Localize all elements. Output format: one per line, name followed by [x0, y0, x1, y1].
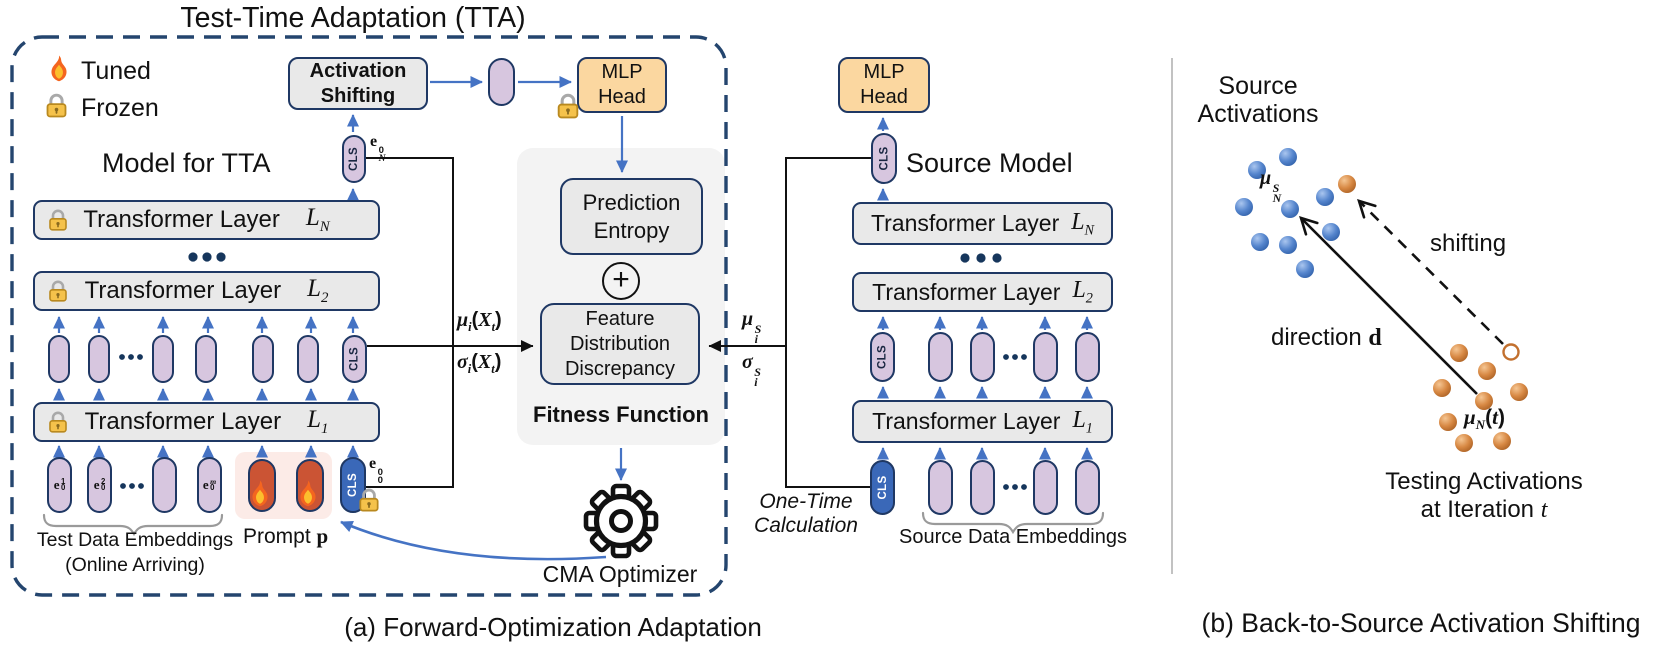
legend-tuned-label: Tuned: [81, 57, 151, 85]
feature-distribution-discrepancy-box: Feature Distribution Discrepancy: [540, 303, 700, 385]
source-model-label: Source Model: [906, 148, 1073, 178]
shifting-arrows: [1299, 199, 1504, 395]
token-pill: [252, 335, 274, 383]
tta-transformer-layer-1: Transformer Layer L1: [33, 402, 380, 442]
testing-activation-dots: [1433, 343, 1528, 452]
shifting-label: shifting: [1430, 230, 1507, 257]
testing-activations-label-line1: Testing Activations: [1385, 468, 1583, 495]
one-time-calculation-label: One-Time Calculation: [754, 490, 858, 537]
token-pill: [970, 332, 995, 382]
tta-cls-token-top: CLS: [342, 135, 366, 183]
caption-b: (b) Back-to-Source Activation Shifting: [1201, 608, 1641, 638]
direction-label: direction d: [1271, 324, 1382, 351]
tta-transformer-layer-2: Transformer Layer L2: [33, 271, 380, 311]
token-pill: [297, 335, 319, 383]
source-transformer-layer-2: Transformer Layer L2: [852, 272, 1113, 312]
cma-optimizer-label: CMA Optimizer: [542, 561, 698, 587]
tta-dashed-border: [10, 35, 728, 597]
source-transformer-layer-1: Transformer Layer L1: [852, 400, 1113, 443]
fitness-function-label: Fitness Function: [533, 402, 709, 427]
source-mlp-head-box: MLP Head: [838, 57, 930, 113]
test-data-embeddings-label: Test Data Embeddings: [36, 529, 234, 551]
fire-icon: [44, 54, 74, 84]
tta-cls-wires: [365, 157, 534, 488]
fire-icon: [245, 479, 275, 509]
sigma-test-label: σi(Xt): [457, 351, 502, 376]
lock-icon: [43, 92, 70, 119]
source-activations-label-line1: Source: [1218, 72, 1298, 100]
source-activation-dots: [1235, 148, 1356, 278]
online-arriving-label: (Online Arriving): [65, 554, 205, 576]
lock-icon: [554, 92, 582, 120]
fire-icon: [293, 479, 323, 509]
token-pill: [152, 335, 174, 383]
source-cls-token-input: CLS: [870, 460, 895, 515]
source-cls-wires: [708, 157, 871, 488]
token-pill: [48, 335, 70, 383]
shifted-activation-pill: [488, 58, 515, 106]
mu-n-t-label: μN(t): [1464, 405, 1505, 433]
lock-icon: [46, 208, 70, 232]
ellipsis-dots: [119, 252, 1027, 490]
token-pill: [928, 332, 953, 382]
legend-frozen-label: Frozen: [81, 94, 159, 122]
caption-a: (a) Forward-Optimization Adaptation: [344, 612, 762, 642]
activation-shifting-box: Activation Shifting: [288, 57, 428, 110]
tta-cls-token-mid: CLS: [342, 335, 367, 383]
source-cls-token-top: CLS: [871, 133, 897, 184]
token-pill: [195, 335, 217, 383]
embedding-pill: [928, 460, 953, 515]
source-flow-arrows: [877, 117, 1093, 460]
lock-icon: [46, 279, 70, 303]
lock-icon: [356, 487, 382, 513]
shifted-point-hollow-dot: [1502, 343, 1520, 361]
cma-gear-icon: [583, 483, 659, 559]
prompt-label: Prompt p: [243, 524, 329, 548]
source-transformer-layer-n: Transformer Layer LN: [852, 202, 1113, 245]
token-pill: [1033, 332, 1058, 382]
plus-circle-icon: +: [602, 262, 640, 300]
embedding-pill: [1075, 460, 1100, 515]
token-pill: [88, 335, 110, 383]
source-cls-token-mid: CLS: [870, 332, 895, 382]
testing-activations-label-line2: at Iteration t: [1420, 496, 1548, 523]
tta-mlp-head-box: MLP Head: [577, 57, 667, 113]
tta-model-label: Model for TTA: [102, 148, 271, 178]
mu-test-label: μi(Xt): [457, 309, 502, 334]
lock-icon: [46, 410, 70, 434]
source-data-embeddings-label: Source Data Embeddings: [899, 526, 1127, 548]
token-pill: [1075, 332, 1100, 382]
embedding-pill: [970, 460, 995, 515]
tta-transformer-layer-n: Transformer Layer LN: [33, 200, 380, 240]
embedding-braces: [42, 511, 1105, 537]
tta-flow-arrows: [53, 76, 628, 481]
embedding-pill: [152, 457, 177, 513]
embedding-pill: [1033, 460, 1058, 515]
prediction-entropy-box: Prediction Entropy: [560, 178, 703, 255]
cma-feedback-arrow: [340, 520, 607, 561]
source-activations-label-line2: Activations: [1197, 100, 1319, 128]
tta-title: Test-Time Adaptation (TTA): [180, 2, 526, 34]
